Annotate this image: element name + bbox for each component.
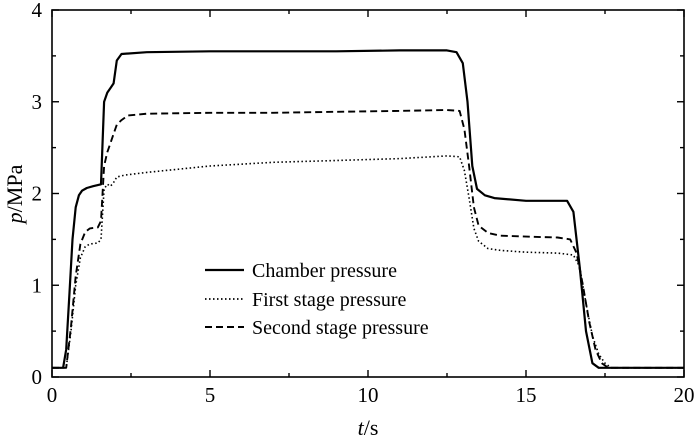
ticks-layer: 0 5 10 15 20 0 1 2 3 4 [32, 0, 695, 407]
series-line-chamber [52, 49, 684, 369]
series-layer [52, 49, 684, 369]
x-tick-label: 10 [358, 383, 379, 407]
x-axis-unit: /s [364, 415, 379, 440]
y-tick-label: 0 [32, 365, 43, 389]
x-tick-label: 15 [516, 383, 537, 407]
x-axis-label: t/s [358, 415, 379, 440]
x-tick-label: 5 [205, 383, 216, 407]
legend-label-first-stage: First stage pressure [252, 289, 407, 311]
legend-label-second-stage: Second stage pressure [252, 317, 429, 339]
legend-label-chamber: Chamber pressure [252, 260, 397, 282]
y-axis-var: p [2, 212, 27, 225]
y-tick-label: 3 [32, 90, 43, 114]
y-axis-unit: /MPa [2, 164, 27, 212]
y-tick-label: 4 [32, 0, 43, 22]
y-tick-label: 2 [32, 182, 43, 206]
legend: Chamber pressure First stage pressure Se… [205, 260, 429, 339]
x-tick-label: 0 [47, 383, 58, 407]
x-axis-var: t [358, 415, 365, 440]
y-tick-label: 1 [32, 273, 43, 297]
y-axis-label: p/MPa [2, 164, 27, 225]
x-tick-label: 20 [674, 383, 695, 407]
